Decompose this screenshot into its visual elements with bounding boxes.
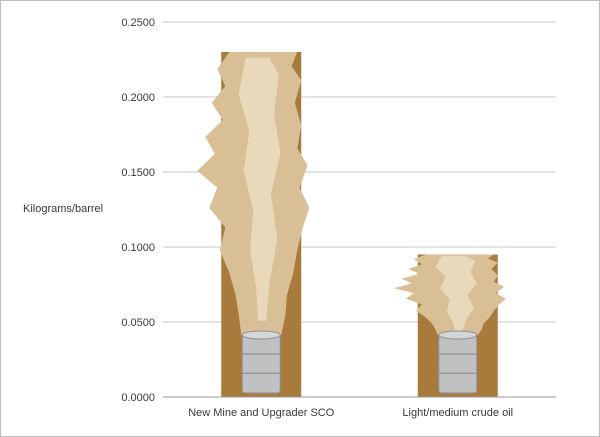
y-tick-label: 0.2000	[121, 92, 155, 104]
y-tick-label: 0.1500	[121, 167, 155, 179]
bars	[197, 52, 506, 397]
drum-top	[438, 330, 478, 340]
x-tick-labels: New Mine and Upgrader SCO Light/medium cr…	[188, 407, 513, 419]
y-tick-label: 0.0000	[121, 392, 155, 404]
x-tick-label: New Mine and Upgrader SCO	[188, 407, 335, 419]
smoke-highlight	[435, 256, 477, 331]
x-tick-label: Light/medium crude oil	[402, 407, 513, 419]
drum-top	[241, 330, 281, 340]
y-axis-label: Kilograms/barrel	[23, 203, 104, 215]
y-tick-labels: 0.0000 0.0500 0.1000 0.1500 0.2000 0.2500	[121, 17, 155, 404]
y-tick-label: 0.2500	[121, 17, 155, 29]
oil-drum	[438, 334, 478, 394]
y-tick-label: 0.0500	[121, 317, 155, 329]
oil-drum	[241, 334, 281, 394]
smoke-highlight	[238, 57, 281, 321]
y-tick-label: 0.1000	[121, 242, 155, 254]
